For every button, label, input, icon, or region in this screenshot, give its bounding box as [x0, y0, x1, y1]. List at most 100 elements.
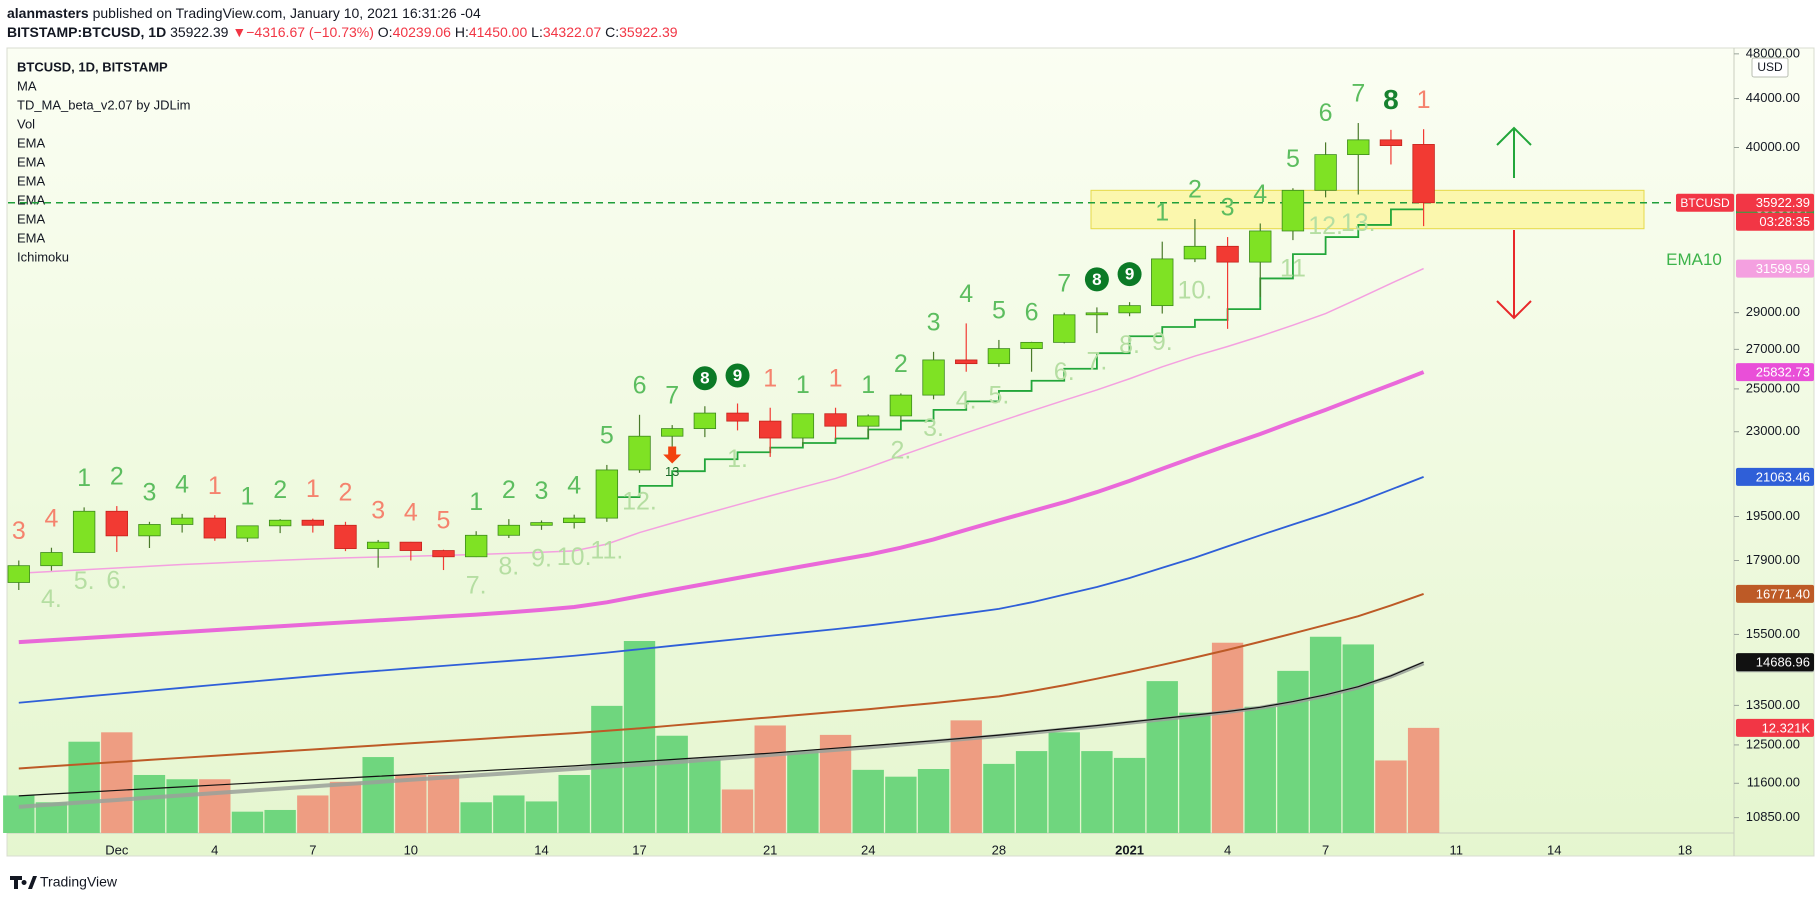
td-count: 4 — [959, 280, 973, 308]
candle-body — [791, 413, 815, 439]
td-count: 1 — [861, 371, 875, 399]
td-count: 3 — [927, 308, 941, 336]
volume-bar — [1342, 644, 1374, 833]
candle-body — [236, 525, 259, 539]
volume-bar — [297, 795, 329, 833]
legend-entry: MA — [17, 78, 37, 93]
td-count: 2 — [273, 476, 287, 504]
td-count: 5 — [992, 297, 1006, 325]
candle-body — [889, 394, 913, 417]
td-count: 5. — [988, 381, 1009, 409]
td-count: 8 — [1383, 84, 1399, 115]
td-count: 8. — [498, 553, 519, 581]
footer: TradingView — [40, 874, 118, 890]
axis-marker-box — [1736, 653, 1814, 672]
td-count: 3 — [143, 478, 157, 506]
td-count: 1 — [829, 364, 843, 392]
quote: BITSTAMP:BTCUSD, 1D 35922.39 ▼−4316.67 (… — [7, 24, 678, 40]
axis-marker-box — [1736, 718, 1814, 737]
legend-entry: EMA — [17, 154, 46, 169]
x-tick-label: 10 — [404, 842, 418, 857]
td-count: 2 — [894, 350, 908, 378]
candle-body — [1281, 189, 1305, 232]
volume-bar — [3, 795, 35, 833]
td-count: 8. — [1119, 331, 1140, 359]
unit-box — [1751, 57, 1789, 78]
volume-bar — [1081, 751, 1113, 833]
volume-bar — [1309, 636, 1342, 833]
x-tick-label: 28 — [992, 842, 1006, 857]
countdown-box — [1736, 212, 1814, 231]
axis-marker-box — [1736, 259, 1814, 278]
td-circle — [1084, 267, 1109, 292]
candle-body — [1053, 314, 1076, 343]
volume-bar — [133, 774, 166, 833]
volume-bar — [1211, 642, 1244, 833]
candle-body — [1118, 305, 1141, 314]
x-tick-label: 4 — [1224, 842, 1231, 857]
td-count: 13 — [665, 464, 679, 479]
volume-bar — [1015, 751, 1048, 833]
candle-body — [1085, 312, 1109, 316]
td-count: 3 — [1221, 194, 1235, 222]
axis-marker-label: 35922.39 — [1756, 195, 1810, 210]
y-tick-label: 19500.00 — [1746, 508, 1800, 523]
td-count: 2 — [339, 478, 353, 506]
candle-body — [138, 524, 161, 537]
td-count: 13. — [1341, 209, 1376, 237]
candle-body — [955, 359, 978, 365]
legend-entry: EMA — [17, 173, 46, 188]
last: 35922.39 — [170, 24, 229, 40]
volume-bar — [558, 774, 590, 833]
candle-body — [268, 519, 292, 527]
candle-body — [203, 517, 226, 539]
candle-body — [562, 517, 586, 524]
candle-body — [1183, 245, 1207, 260]
volume-bar — [917, 769, 950, 833]
x-tick-label: 7 — [309, 842, 316, 857]
change: −4316.67 (−10.73%) — [246, 24, 374, 40]
td-count: 1 — [1417, 86, 1431, 114]
td-count: 1 — [208, 472, 222, 500]
td-count: 9. — [1152, 328, 1173, 356]
up-arrow — [1496, 126, 1532, 178]
td-circle — [1117, 262, 1142, 287]
td-count: 7 — [1351, 80, 1365, 108]
volume-bar — [1048, 732, 1080, 833]
h-label: H: — [455, 24, 469, 40]
volume-bar — [166, 779, 198, 833]
legend-entry: TD_MA_beta_v2.07 by JDLim — [17, 97, 190, 112]
candle-body — [1379, 139, 1403, 146]
td-count: 1 — [469, 488, 483, 516]
legend-entry: EMA — [17, 192, 46, 207]
publisher: alanmasters — [7, 5, 89, 21]
volume-bar — [656, 735, 688, 833]
td-count: 1 — [763, 364, 777, 392]
axis-marker-box — [1736, 193, 1814, 212]
td-count: 5 — [600, 422, 614, 450]
close: 35922.39 — [619, 24, 678, 40]
y-tick-label: 12500.00 — [1746, 736, 1800, 751]
legend-entry: EMA — [17, 135, 46, 150]
open: 40239.06 — [393, 24, 452, 40]
x-tick-label: 24 — [861, 842, 875, 857]
x-tick-label: 18 — [1678, 842, 1692, 857]
axis-marker: 21063.46 — [1736, 467, 1814, 486]
x-tick-label: 21 — [763, 842, 777, 857]
td-count: 7. — [1086, 348, 1107, 376]
indicator-line — [18, 661, 1424, 797]
candle-body — [824, 413, 847, 427]
volume-bar — [35, 802, 68, 833]
axis-marker-label: 12.321K — [1762, 720, 1811, 735]
axis-marker: 25832.73 — [1736, 363, 1814, 382]
legend-entry: EMA — [17, 230, 46, 245]
volume-bar — [525, 801, 558, 833]
td-count: 9 — [1125, 265, 1134, 284]
symbol-box — [1676, 193, 1734, 212]
o-label: O: — [378, 24, 393, 40]
high: 41450.00 — [469, 24, 528, 40]
volume-bar — [231, 811, 264, 833]
candle-body — [366, 541, 390, 549]
volume-bar — [1244, 706, 1276, 833]
